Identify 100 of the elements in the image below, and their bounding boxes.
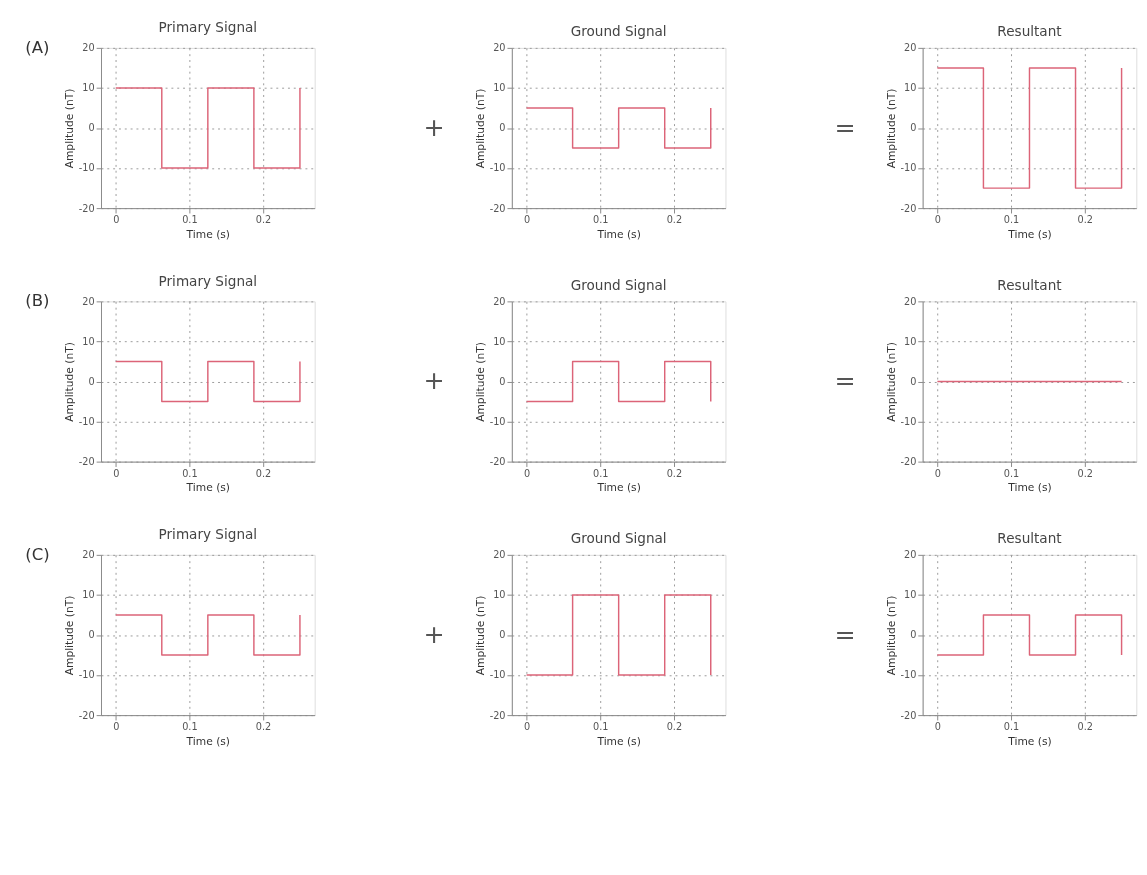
y-axis-title: Amplitude (nT) [63, 342, 76, 422]
chart-title: Primary Signal [158, 272, 258, 289]
chart-title: Primary Signal [158, 19, 258, 36]
y-tick-label: -20 [78, 202, 95, 214]
y-axis-title: Amplitude (nT) [884, 595, 898, 676]
text: + [423, 619, 445, 649]
chart-title: Resultant [997, 530, 1062, 547]
x-tick-label: 0.2 [1077, 467, 1093, 479]
x-tick-label: 0 [523, 214, 531, 226]
y-tick-label: -20 [489, 709, 506, 721]
x-tick-label: 0.1 [593, 721, 609, 733]
y-tick-label: 20 [903, 295, 917, 307]
x-tick-label: 0.2 [1077, 721, 1093, 733]
y-tick-label: -10 [900, 415, 917, 427]
x-tick-label: 0.1 [1003, 721, 1020, 733]
y-tick-label: 20 [493, 42, 506, 54]
y-tick-label: 0 [88, 375, 95, 387]
y-tick-label: 20 [493, 549, 506, 561]
x-tick-label: 0 [113, 214, 120, 226]
y-tick-label: 20 [493, 295, 506, 307]
chart-title: Ground Signal [570, 530, 667, 547]
x-tick-label: 0.1 [182, 214, 198, 226]
text: = [834, 366, 856, 396]
text: + [423, 112, 445, 142]
x-tick-label: 0 [523, 721, 531, 733]
y-tick-label: 20 [903, 42, 917, 54]
y-tick-label: -10 [900, 669, 917, 681]
y-tick-label: 0 [88, 122, 95, 134]
x-axis-title: Time (s) [185, 734, 231, 748]
y-tick-label: -20 [78, 709, 95, 721]
chart-title: Resultant [997, 276, 1062, 293]
y-tick-label: -20 [489, 202, 506, 214]
y-tick-label: 0 [910, 375, 917, 387]
y-axis-title: Amplitude (nT) [884, 342, 898, 422]
y-tick-label: 0 [499, 375, 506, 387]
x-tick-label: 0.2 [255, 214, 272, 226]
y-tick-label: 10 [903, 335, 917, 347]
y-tick-label: -20 [900, 456, 917, 468]
x-tick-label: 0.2 [666, 721, 683, 733]
x-tick-label: 0 [523, 467, 531, 479]
x-axis-title: Time (s) [1007, 734, 1052, 748]
x-tick-label: 0 [113, 467, 120, 479]
y-tick-label: -20 [900, 709, 917, 721]
y-tick-label: 10 [493, 82, 506, 94]
x-tick-label: 0.1 [1003, 467, 1020, 479]
y-tick-label: 10 [493, 335, 506, 347]
x-axis-title: Time (s) [185, 227, 231, 241]
y-axis-title: Amplitude (nT) [473, 342, 487, 422]
x-axis-title: Time (s) [1007, 227, 1052, 241]
y-tick-label: 10 [82, 335, 95, 347]
y-tick-label: -10 [489, 669, 506, 681]
y-tick-label: -10 [78, 669, 95, 681]
y-tick-label: 20 [82, 295, 95, 307]
x-tick-label: 0.2 [666, 214, 683, 226]
y-tick-label: 20 [903, 549, 917, 561]
x-axis-title: Time (s) [185, 481, 231, 495]
x-tick-label: 0.1 [1003, 214, 1020, 226]
x-tick-label: 0 [934, 721, 941, 733]
x-axis-title: Time (s) [596, 734, 641, 748]
x-tick-label: 0.1 [182, 467, 198, 479]
y-tick-label: -10 [78, 415, 95, 427]
y-tick-label: 20 [82, 42, 95, 54]
y-tick-label: -20 [900, 202, 917, 214]
x-tick-label: 0.1 [593, 467, 609, 479]
text: (B) [25, 291, 50, 311]
chart-title: Resultant [997, 23, 1062, 40]
text: (A) [25, 37, 50, 57]
x-tick-label: 0.2 [255, 721, 272, 733]
y-tick-label: 10 [82, 82, 95, 94]
x-tick-label: 0.1 [182, 721, 198, 733]
chart-title: Ground Signal [570, 276, 667, 293]
y-axis-title: Amplitude (nT) [884, 88, 898, 169]
y-axis-title: Amplitude (nT) [473, 88, 487, 169]
y-axis-title: Amplitude (nT) [63, 595, 76, 676]
y-tick-label: 0 [910, 122, 917, 134]
text: = [834, 619, 856, 649]
text: (C) [25, 544, 50, 564]
y-axis-title: Amplitude (nT) [473, 595, 487, 676]
y-tick-label: 10 [903, 82, 917, 94]
y-tick-label: -10 [489, 162, 506, 174]
y-tick-label: 20 [82, 549, 95, 561]
y-tick-label: 0 [499, 629, 506, 641]
y-tick-label: 0 [910, 629, 917, 641]
y-tick-label: -10 [489, 415, 506, 427]
x-axis-title: Time (s) [1007, 481, 1052, 495]
y-tick-label: -20 [78, 456, 95, 468]
y-axis-title: Amplitude (nT) [63, 88, 76, 169]
y-tick-label: 0 [88, 629, 95, 641]
x-axis-title: Time (s) [596, 481, 641, 495]
x-tick-label: 0 [934, 214, 941, 226]
y-tick-label: 10 [903, 589, 917, 601]
x-tick-label: 0.1 [593, 214, 609, 226]
y-tick-label: -10 [78, 162, 95, 174]
y-tick-label: 10 [82, 589, 95, 601]
y-tick-label: -10 [900, 162, 917, 174]
x-tick-label: 0 [113, 721, 120, 733]
x-tick-label: 0 [934, 467, 941, 479]
text: + [423, 366, 445, 396]
x-tick-label: 0.2 [1077, 214, 1093, 226]
x-axis-title: Time (s) [596, 227, 641, 241]
